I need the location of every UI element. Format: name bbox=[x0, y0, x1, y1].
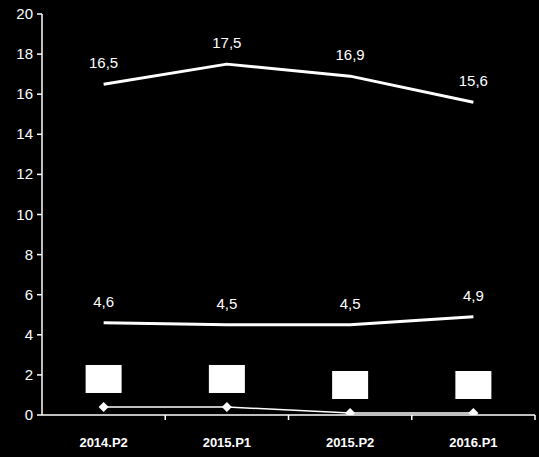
series-line bbox=[104, 317, 474, 325]
y-tick bbox=[37, 414, 42, 416]
label-box bbox=[455, 371, 491, 399]
series-line bbox=[104, 64, 474, 102]
x-tick bbox=[288, 415, 290, 420]
marker bbox=[99, 402, 109, 412]
y-tick-label: 6 bbox=[25, 286, 33, 303]
data-label: 16,5 bbox=[89, 54, 118, 71]
marker bbox=[345, 408, 355, 415]
plot-area bbox=[99, 64, 479, 415]
background bbox=[0, 0, 539, 457]
data-label: 4,5 bbox=[340, 295, 361, 312]
y-tick-label: 0 bbox=[25, 406, 33, 423]
marker bbox=[222, 402, 232, 412]
x-tick-label: 2016.P1 bbox=[449, 435, 497, 450]
label-box bbox=[209, 365, 245, 393]
data-label: 4,5 bbox=[216, 295, 237, 312]
y-tick-label: 12 bbox=[16, 165, 33, 182]
x-tick bbox=[534, 415, 536, 420]
y-tick-label: 8 bbox=[25, 246, 33, 263]
data-label: 4,9 bbox=[463, 287, 484, 304]
y-tick-label: 14 bbox=[16, 125, 33, 142]
y-tick bbox=[37, 174, 42, 176]
y-tick bbox=[37, 13, 42, 15]
y-tick bbox=[37, 134, 42, 136]
y-tick-label: 18 bbox=[16, 45, 33, 62]
marker bbox=[468, 408, 478, 415]
y-tick-label: 4 bbox=[25, 326, 33, 343]
data-label: 16,9 bbox=[336, 46, 365, 63]
chart: 0 2 4 6 8 10 12 14 16 18 20 2014.P2 2015.P1 2015.P2 20… bbox=[0, 0, 539, 457]
x-tick bbox=[411, 415, 413, 420]
y-tick bbox=[37, 294, 42, 296]
y-tick bbox=[37, 93, 42, 95]
y-tick bbox=[37, 53, 42, 55]
y-tick-label: 10 bbox=[16, 206, 33, 223]
label-box bbox=[332, 371, 368, 399]
series-line bbox=[104, 407, 474, 413]
label-box bbox=[86, 365, 122, 393]
y-tick-label: 2 bbox=[25, 366, 33, 383]
x-tick bbox=[165, 415, 167, 420]
y-tick bbox=[37, 374, 42, 376]
x-tick-label: 2015.P2 bbox=[326, 435, 374, 450]
data-label: 17,5 bbox=[212, 34, 241, 51]
x-tick-label: 2014.P2 bbox=[79, 435, 127, 450]
x-tick-label: 2015.P1 bbox=[203, 435, 251, 450]
labels: 16,5 17,5 16,9 15,6 4,6 4,5 4,5 4,9 bbox=[86, 34, 492, 399]
y-tick-label: 20 bbox=[16, 5, 33, 22]
data-label: 15,6 bbox=[459, 72, 488, 89]
y-tick-label: 16 bbox=[16, 85, 33, 102]
y-tick bbox=[37, 254, 42, 256]
data-label: 4,6 bbox=[93, 293, 114, 310]
y-tick bbox=[37, 214, 42, 216]
y-tick bbox=[37, 334, 42, 336]
